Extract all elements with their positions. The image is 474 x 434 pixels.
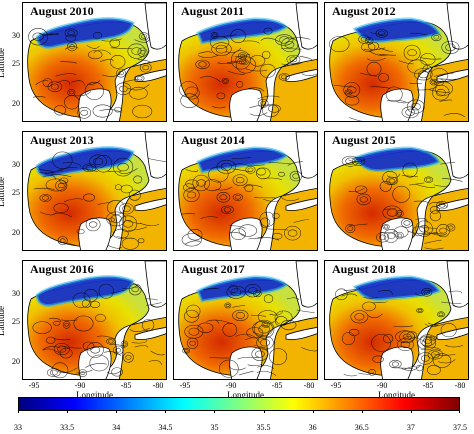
x-tick-label: -90 xyxy=(225,381,237,390)
colorbar-tick-label: 35.5 xyxy=(256,423,271,432)
map-panel: August 2015 xyxy=(324,131,469,251)
salinity-map xyxy=(325,132,468,250)
panel-title: August 2015 xyxy=(330,133,398,147)
y-tick-label: 25 xyxy=(12,188,20,197)
salinity-map xyxy=(23,132,166,250)
x-tick-label: -90 xyxy=(74,381,86,390)
y-tick-label: 20 xyxy=(12,228,20,237)
x-tick-label: -95 xyxy=(179,381,191,390)
y-tick-label: 25 xyxy=(12,59,20,68)
panel-title: August 2012 xyxy=(330,4,398,18)
panel-title: August 2017 xyxy=(179,262,247,276)
colorbar-tick-label: 35 xyxy=(210,423,219,432)
y-tick-label: 25 xyxy=(12,317,20,326)
panel-title: August 2018 xyxy=(330,262,398,276)
salinity-map xyxy=(325,261,468,379)
colorbar-tick-mark xyxy=(116,410,118,413)
salinity-map xyxy=(174,261,317,379)
colorbar-tick-mark xyxy=(312,410,314,413)
map-panel: August 2014 xyxy=(173,131,318,251)
panel-title: August 2014 xyxy=(179,133,247,147)
colorbar-tick-label: 36.5 xyxy=(354,423,369,432)
panel-title: August 2010 xyxy=(28,4,96,18)
x-tick-label: -95 xyxy=(28,381,40,390)
panel-title: August 2016 xyxy=(28,262,96,276)
y-axis-label: Latitude xyxy=(0,177,6,207)
colorbar-tick-label: 36 xyxy=(308,423,317,432)
colorbar-tick-mark xyxy=(361,410,363,413)
salinity-map xyxy=(174,3,317,121)
y-axis-label: Latitude xyxy=(0,48,6,78)
y-tick-label: 20 xyxy=(12,99,20,108)
map-panel: August 2011 xyxy=(173,2,318,122)
x-tick-label: -80 xyxy=(454,381,466,390)
colorbar-tick-mark xyxy=(263,410,265,413)
salinity-map xyxy=(174,132,317,250)
x-axis-label: Longitude xyxy=(227,390,264,400)
y-tick-label: 30 xyxy=(12,289,20,298)
colorbar-tick-mark xyxy=(410,410,412,413)
panel-title: August 2011 xyxy=(179,4,247,18)
map-panel: August 2017 xyxy=(173,260,318,380)
x-tick-label: -80 xyxy=(303,381,315,390)
x-tick-label: -95 xyxy=(330,381,342,390)
map-panel: August 2018 xyxy=(324,260,469,380)
colorbar-tick-label: 37.5 xyxy=(453,423,467,432)
panel-title: August 2013 xyxy=(28,133,96,147)
colorbar-tick-label: 33.5 xyxy=(60,423,75,432)
x-axis-label: Longitude xyxy=(378,390,415,400)
salinity-map xyxy=(23,3,166,121)
y-tick-label: 30 xyxy=(12,160,20,169)
salinity-map xyxy=(23,261,166,379)
colorbar-tick-label: 37 xyxy=(406,423,415,432)
colorbar-tick-mark xyxy=(214,410,216,413)
colorbar-tick-mark xyxy=(18,410,19,413)
y-tick-label: 30 xyxy=(12,31,20,40)
x-tick-label: -85 xyxy=(120,381,132,390)
map-panel: August 2010 xyxy=(22,2,167,122)
colorbar-tick-label: 33 xyxy=(14,423,22,432)
colorbar-tick-label: 34 xyxy=(112,423,121,432)
x-tick-label: -80 xyxy=(152,381,164,390)
map-panel: August 2013 xyxy=(22,131,167,251)
map-panel: August 2012 xyxy=(324,2,469,122)
y-axis-label: Latitude xyxy=(0,306,6,336)
colorbar-tick-mark xyxy=(165,410,167,413)
colorbar xyxy=(18,397,460,411)
map-panel: August 2016 xyxy=(22,260,167,380)
x-tick-label: -85 xyxy=(422,381,434,390)
x-tick-label: -90 xyxy=(376,381,388,390)
colorbar-tick-label: 34.5 xyxy=(158,423,173,432)
colorbar-tick-mark xyxy=(67,410,69,413)
x-axis-label: Longitude xyxy=(76,390,113,400)
y-tick-label: 20 xyxy=(12,357,20,366)
colorbar-tick-mark xyxy=(459,410,460,413)
salinity-map xyxy=(325,3,468,121)
x-tick-label: -85 xyxy=(271,381,283,390)
